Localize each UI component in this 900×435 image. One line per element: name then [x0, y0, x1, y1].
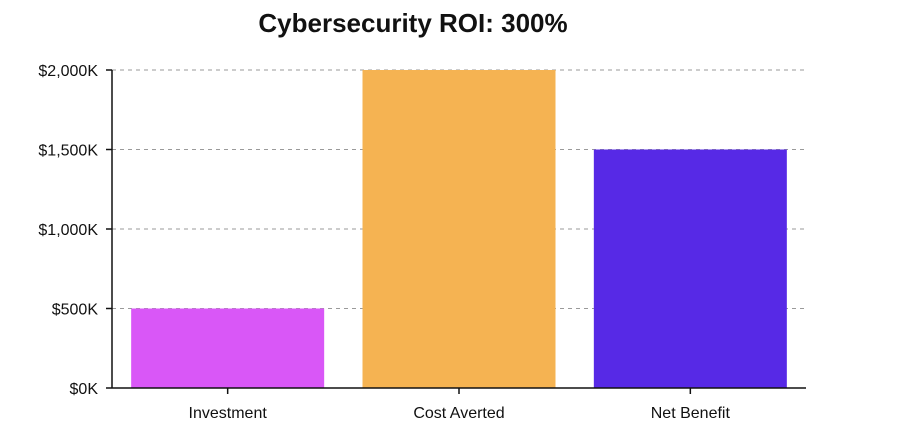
chart-title: Cybersecurity ROI: 300%	[258, 8, 568, 38]
bar-investment	[131, 308, 325, 388]
y-tick-label: $500K	[52, 302, 99, 319]
bar-cost-averted	[362, 70, 556, 388]
bars	[131, 70, 787, 388]
y-tick-label: $2,000K	[38, 63, 98, 80]
y-tick-label: $0K	[70, 381, 99, 398]
y-tick-label: $1,500K	[38, 143, 98, 160]
bar-net-benefit	[593, 149, 787, 388]
x-tick-label: Net Benefit	[651, 405, 731, 422]
x-tick-label: Cost Averted	[413, 405, 504, 422]
x-ticks: Investment Cost Averted Net Benefit	[189, 388, 731, 422]
x-tick-label: Investment	[189, 405, 268, 422]
y-ticks: $0K $500K $1,000K $1,500K $2,000K	[38, 63, 112, 398]
y-tick-label: $1,000K	[38, 222, 98, 239]
